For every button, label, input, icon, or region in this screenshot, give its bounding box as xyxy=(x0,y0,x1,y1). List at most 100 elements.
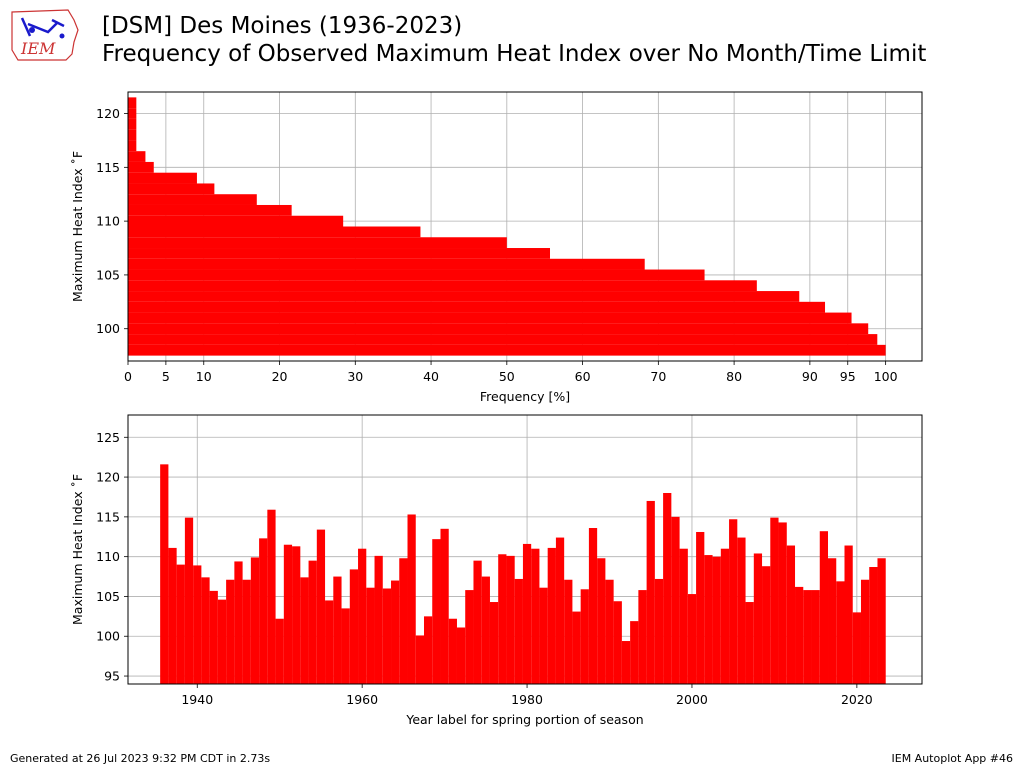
bar xyxy=(770,517,779,684)
bar xyxy=(646,500,655,684)
bar xyxy=(415,635,424,684)
bar xyxy=(358,548,367,684)
bar xyxy=(184,517,194,684)
bar xyxy=(201,577,210,684)
bar xyxy=(605,579,614,684)
bar xyxy=(292,546,301,684)
bar xyxy=(860,579,870,684)
bar xyxy=(844,545,853,684)
bar xyxy=(128,291,800,302)
bar xyxy=(597,558,606,684)
title-line-2: Frequency of Observed Maximum Heat Index… xyxy=(102,41,927,67)
bar xyxy=(456,627,466,684)
bar xyxy=(704,555,713,684)
x-tick-label: 90 xyxy=(802,369,818,384)
app-label: IEM Autoplot App #46 xyxy=(891,752,1014,765)
bar xyxy=(679,548,688,684)
bar xyxy=(613,601,622,684)
bar xyxy=(325,600,334,684)
bar xyxy=(432,539,441,684)
bar xyxy=(654,578,664,684)
bar xyxy=(128,237,507,249)
x-tick-label: 60 xyxy=(575,369,591,384)
bar xyxy=(836,581,845,684)
bar xyxy=(465,590,474,684)
bar xyxy=(316,529,326,684)
bar xyxy=(531,548,540,684)
yearly-max-chart: 1940 1960 1980 2000 2020 95 100 105 110 115 120 125… xyxy=(70,414,923,727)
bar xyxy=(423,616,433,684)
bar xyxy=(712,556,721,684)
y-tick-label: 115 xyxy=(96,160,120,175)
title-line-1: [DSM] Des Moines (1936-2023) xyxy=(102,13,463,39)
bar xyxy=(687,594,697,684)
y-tick-label: 115 xyxy=(96,509,120,524)
bar xyxy=(128,226,421,238)
x-tick-label: 2020 xyxy=(841,692,873,707)
x-tick-label: 1960 xyxy=(346,692,378,707)
bar xyxy=(399,558,408,684)
bar xyxy=(745,602,754,684)
bar xyxy=(283,544,293,684)
bar xyxy=(259,538,268,684)
bar xyxy=(168,547,177,684)
bar xyxy=(473,560,482,684)
bar xyxy=(564,579,573,684)
bar xyxy=(630,621,639,684)
bar xyxy=(778,522,787,684)
bar xyxy=(300,577,309,684)
y-tick-label: 120 xyxy=(96,106,120,121)
y-tick-label: 120 xyxy=(96,470,120,485)
x-tick-label: 2000 xyxy=(676,692,708,707)
bar xyxy=(448,618,457,684)
bar xyxy=(786,545,796,684)
bar xyxy=(374,555,383,684)
bar xyxy=(828,558,837,684)
bar xyxy=(762,566,771,684)
bar xyxy=(242,579,251,684)
bar xyxy=(539,587,548,684)
bar xyxy=(128,183,215,195)
bar xyxy=(638,590,647,684)
bar xyxy=(128,269,705,281)
bar xyxy=(128,215,344,227)
x-tick-label: 0 xyxy=(124,369,132,384)
bar xyxy=(308,560,317,684)
y-tick-label: 110 xyxy=(96,214,120,229)
bar xyxy=(382,588,392,684)
bar xyxy=(580,589,589,684)
x-axis-label: Frequency [%] xyxy=(480,389,570,404)
bar xyxy=(128,312,852,324)
x-tick-label: 95 xyxy=(840,369,856,384)
x-tick-label: 1980 xyxy=(511,692,543,707)
svg-text:IEM: IEM xyxy=(20,39,56,58)
plot-frame xyxy=(127,91,923,362)
bar xyxy=(547,547,556,684)
bar xyxy=(128,248,551,259)
bar xyxy=(877,558,886,684)
y-axis-label: Maximum Heat Index ˚F xyxy=(70,151,85,302)
bar xyxy=(226,579,235,684)
bar xyxy=(391,580,400,684)
bar xyxy=(663,492,672,684)
y-tick-label: 110 xyxy=(96,549,120,564)
bar xyxy=(128,161,154,173)
bar xyxy=(250,557,260,684)
bar xyxy=(193,565,202,684)
bar xyxy=(729,519,738,684)
bar xyxy=(514,578,523,684)
bar xyxy=(489,602,499,684)
bar xyxy=(696,531,705,684)
y-axis-label: Maximum Heat Index ˚F xyxy=(70,474,85,625)
y-tick-label: 100 xyxy=(96,629,120,644)
bar xyxy=(128,204,292,216)
x-tick-label: 100 xyxy=(874,369,898,384)
bar xyxy=(341,608,350,684)
chart-title: [DSM] Des Moines (1936-2023) Frequency o… xyxy=(102,12,926,68)
bar xyxy=(572,611,581,684)
bar xyxy=(481,576,490,684)
x-tick-label: 5 xyxy=(162,369,170,384)
bar xyxy=(795,586,804,684)
bar xyxy=(128,97,137,109)
